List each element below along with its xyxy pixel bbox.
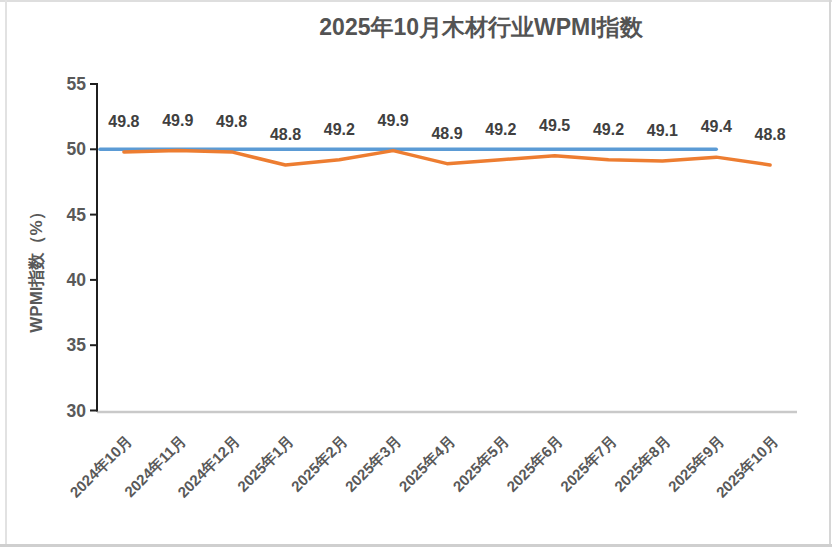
- data-label: 49.2: [485, 121, 516, 138]
- data-label: 48.8: [755, 126, 786, 143]
- y-tick-label: 55: [67, 74, 87, 94]
- x-tick-label: 2025年5月: [449, 432, 512, 495]
- data-label: 49.8: [216, 113, 247, 130]
- x-tick-label: 2025年8月: [611, 432, 674, 495]
- data-label: 49.1: [647, 122, 678, 139]
- data-label: 49.8: [108, 113, 139, 130]
- data-label: 49.5: [539, 117, 570, 134]
- data-label: 49.4: [701, 118, 732, 135]
- y-tick-label: 50: [67, 139, 87, 159]
- x-tick-label: 2025年4月: [395, 432, 458, 495]
- data-label: 49.9: [378, 112, 409, 129]
- wpmi-chart-card: 2025年10月木材行业WPMI指数 303540455055WPMI指数（%）…: [0, 0, 832, 547]
- y-axis-title: WPMI指数（%）: [27, 203, 46, 332]
- x-tick-label: 2025年3月: [342, 432, 405, 495]
- data-label: 49.9: [162, 112, 193, 129]
- data-label: 49.2: [324, 121, 355, 138]
- x-tick-label: 2025年7月: [557, 432, 620, 495]
- y-tick-label: 35: [67, 335, 87, 355]
- x-tick-label: 2025年2月: [288, 432, 351, 495]
- data-label: 48.9: [431, 125, 462, 142]
- y-tick-label: 30: [67, 401, 87, 421]
- y-tick-label: 45: [67, 205, 87, 225]
- data-label: 49.2: [593, 121, 624, 138]
- y-tick-label: 40: [67, 270, 87, 290]
- x-tick-label: 2025年6月: [503, 432, 566, 495]
- x-tick-label: 2025年1月: [234, 432, 297, 495]
- wpmi-chart-svg: 303540455055WPMI指数（%）2024年10月2024年11月202…: [0, 0, 832, 547]
- series-line: [124, 151, 770, 165]
- data-label: 48.8: [270, 126, 301, 143]
